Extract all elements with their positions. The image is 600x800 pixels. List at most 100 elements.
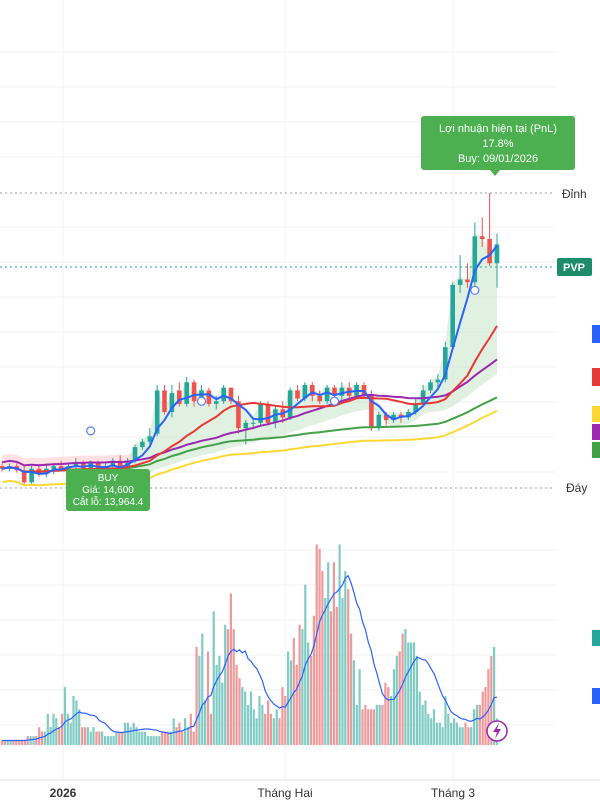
candle-body-63 [465, 279, 470, 283]
volume-bar-54 [155, 736, 158, 745]
volume-bar-136 [390, 696, 393, 745]
candle-body-20 [147, 436, 153, 442]
candle-body-53 [391, 414, 396, 421]
volume-bar-142 [407, 642, 410, 745]
volume-bar-110 [315, 544, 318, 745]
volume-bar-137 [392, 669, 396, 745]
volume-bar-53 [152, 736, 155, 745]
volume-bar-0 [0, 740, 4, 745]
volume-bar-172 [493, 647, 496, 745]
volume-bar-36 [103, 736, 107, 745]
candle-body-46 [339, 387, 345, 396]
candle-body-0 [0, 466, 5, 469]
volume-bar-126 [361, 709, 364, 745]
volume-bar-160 [458, 727, 461, 745]
candle-body-26 [191, 382, 197, 402]
candle-body-58 [428, 382, 433, 391]
volume-bar-89 [255, 718, 258, 745]
ma-purple-swatch[interactable] [592, 424, 600, 440]
pnl-value: 17.8% [482, 138, 513, 150]
volume-bar-39 [112, 736, 115, 745]
volume-bar-150 [430, 718, 433, 745]
volume-bar-114 [327, 562, 330, 745]
volume-bar-44 [126, 722, 129, 745]
ma-blue-line [1, 245, 498, 475]
ma-red-swatch[interactable] [592, 368, 600, 386]
volume-bar-62 [178, 722, 181, 745]
volume-bar-6 [18, 740, 21, 745]
candle-body-61 [450, 284, 455, 348]
volume-bar-64 [184, 718, 187, 745]
candle-body-52 [383, 414, 389, 421]
volume-bar-38 [109, 736, 112, 745]
candle-body-67 [494, 244, 500, 264]
volume-bar-167 [478, 704, 481, 745]
candle-body-60 [443, 347, 448, 380]
volume-bar-127 [364, 704, 367, 745]
volume-bar-12 [35, 736, 38, 745]
buy-stop-loss: Cắt lỗ: 13,964.4 [73, 495, 144, 508]
volume-bar-19 [55, 718, 58, 745]
volume-bar-168 [481, 691, 484, 745]
volume-bar-148 [424, 700, 427, 745]
volume-bar-170 [487, 669, 490, 745]
volume-ma-swatch[interactable] [592, 688, 600, 704]
ma-blue-swatch[interactable] [592, 325, 600, 343]
candle-body-59 [435, 379, 441, 383]
cross-marker-1 [196, 396, 207, 406]
volume-bar-74 [212, 611, 215, 745]
volume-bar-95 [272, 718, 275, 745]
volume-bar-75 [215, 664, 218, 745]
volume-bar-28 [81, 727, 84, 745]
volume-bar-113 [324, 597, 327, 745]
pnl-title: Lợi nhuận hiện tại (PnL) [439, 123, 557, 135]
candle-body-30 [221, 387, 226, 402]
volume-bar-133 [381, 704, 384, 745]
candle-body-15 [110, 460, 116, 467]
candle-body-51 [376, 414, 382, 429]
volume-bar-52 [149, 736, 152, 745]
candle-body-37 [273, 409, 278, 423]
volume-bar-154 [441, 727, 444, 745]
volume-bar-73 [209, 713, 212, 745]
lightning-icon[interactable] [486, 720, 508, 742]
volume-bar-163 [467, 727, 470, 745]
candle-body-34 [250, 422, 256, 424]
buy-title: BUY [98, 473, 119, 484]
volume-bar-87 [249, 691, 252, 745]
volume-bar-100 [287, 651, 290, 745]
candle-body-21 [154, 390, 160, 434]
volume-bar-145 [415, 655, 418, 745]
volume-bar-55 [158, 736, 161, 745]
volume-bar-37 [106, 736, 109, 745]
candle-body-8 [58, 466, 64, 469]
volume-bar-5 [15, 740, 18, 745]
ma-green-swatch[interactable] [592, 442, 600, 458]
volume-swatch[interactable] [592, 630, 600, 646]
volume-bar-1 [3, 740, 6, 745]
symbol-tag[interactable] [557, 258, 592, 276]
volume-bar-13 [38, 727, 41, 745]
candle-body-41 [302, 385, 308, 399]
volume-bar-132 [378, 704, 381, 745]
x-label-mar: Tháng 3 [431, 786, 475, 800]
volume-bar-98 [281, 687, 284, 745]
volume-bar-50 [143, 731, 147, 745]
candle-body-40 [295, 390, 300, 399]
volume-bar-130 [372, 709, 375, 745]
candle-body-22 [162, 390, 167, 412]
volume-bar-79 [226, 629, 230, 745]
symbol-tag-text: PVP [563, 262, 585, 274]
candle-body-31 [228, 387, 234, 402]
volume-bar-4 [12, 740, 15, 745]
candle-body-36 [265, 403, 271, 423]
volume-bar-14 [40, 731, 44, 745]
ma-yellow-swatch[interactable] [592, 406, 600, 422]
volume-bar-153 [438, 722, 441, 745]
volume-bar-109 [312, 615, 315, 745]
volume-bar-103 [295, 664, 298, 745]
volume-bar-48 [138, 731, 141, 745]
volume-bar-144 [412, 642, 416, 745]
